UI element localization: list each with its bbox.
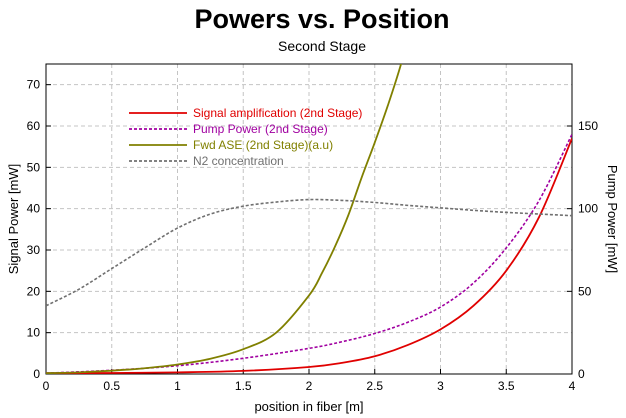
y-left-tick-label: 40 — [27, 202, 41, 216]
series-line-0 — [46, 138, 572, 374]
x-tick-label: 3 — [437, 379, 444, 393]
x-tick-label: 2.5 — [366, 379, 383, 393]
x-tick-label: 0 — [43, 379, 50, 393]
y-axis-right-label: Pump Power [mW] — [605, 165, 620, 273]
y-left-tick-label: 10 — [27, 326, 41, 340]
x-axis-label: position in fiber [m] — [254, 399, 363, 414]
legend-label-3: N2 concentration — [193, 154, 284, 168]
y-right-tick-label: 100 — [578, 202, 598, 216]
y-left-tick-label: 30 — [27, 243, 41, 257]
y-right-tick-label: 0 — [578, 367, 585, 381]
chart-subtitle: Second Stage — [278, 38, 366, 54]
y-left-tick-label: 50 — [27, 160, 41, 174]
x-tick-label: 0.5 — [103, 379, 120, 393]
legend-label-1: Pump Power (2nd Stage) — [193, 122, 328, 136]
y-axis-left-label: Signal Power [mW] — [6, 164, 21, 275]
chart-title: Powers vs. Position — [194, 4, 449, 34]
y-left-tick-label: 0 — [33, 367, 40, 381]
y-right-tick-label: 150 — [578, 119, 598, 133]
legend-label-0: Signal amplification (2nd Stage) — [193, 106, 362, 120]
x-tick-label: 3.5 — [498, 379, 515, 393]
series-lines — [46, 64, 572, 374]
legend-label-2: Fwd ASE (2nd Stage)(a.u) — [193, 138, 333, 152]
series-line-2 — [46, 64, 402, 374]
y-left-tick-label: 20 — [27, 284, 41, 298]
y-right-tick-label: 50 — [578, 284, 592, 298]
series-line-1 — [46, 133, 572, 374]
x-tick-label: 1 — [174, 379, 181, 393]
legend: Signal amplification (2nd Stage) Pump Pow… — [129, 106, 362, 168]
x-tick-label: 1.5 — [235, 379, 252, 393]
y-left-tick-label: 60 — [27, 119, 41, 133]
x-tick-label: 2 — [306, 379, 313, 393]
y-left-tick-label: 70 — [27, 78, 41, 92]
x-tick-label: 4 — [569, 379, 576, 393]
grid-lines — [46, 64, 572, 374]
series-line-3 — [46, 198, 572, 307]
axis-ticks: 0 0.5 1 1.5 2 2.5 3 3.5 401020304050607005010015… — [27, 78, 599, 393]
